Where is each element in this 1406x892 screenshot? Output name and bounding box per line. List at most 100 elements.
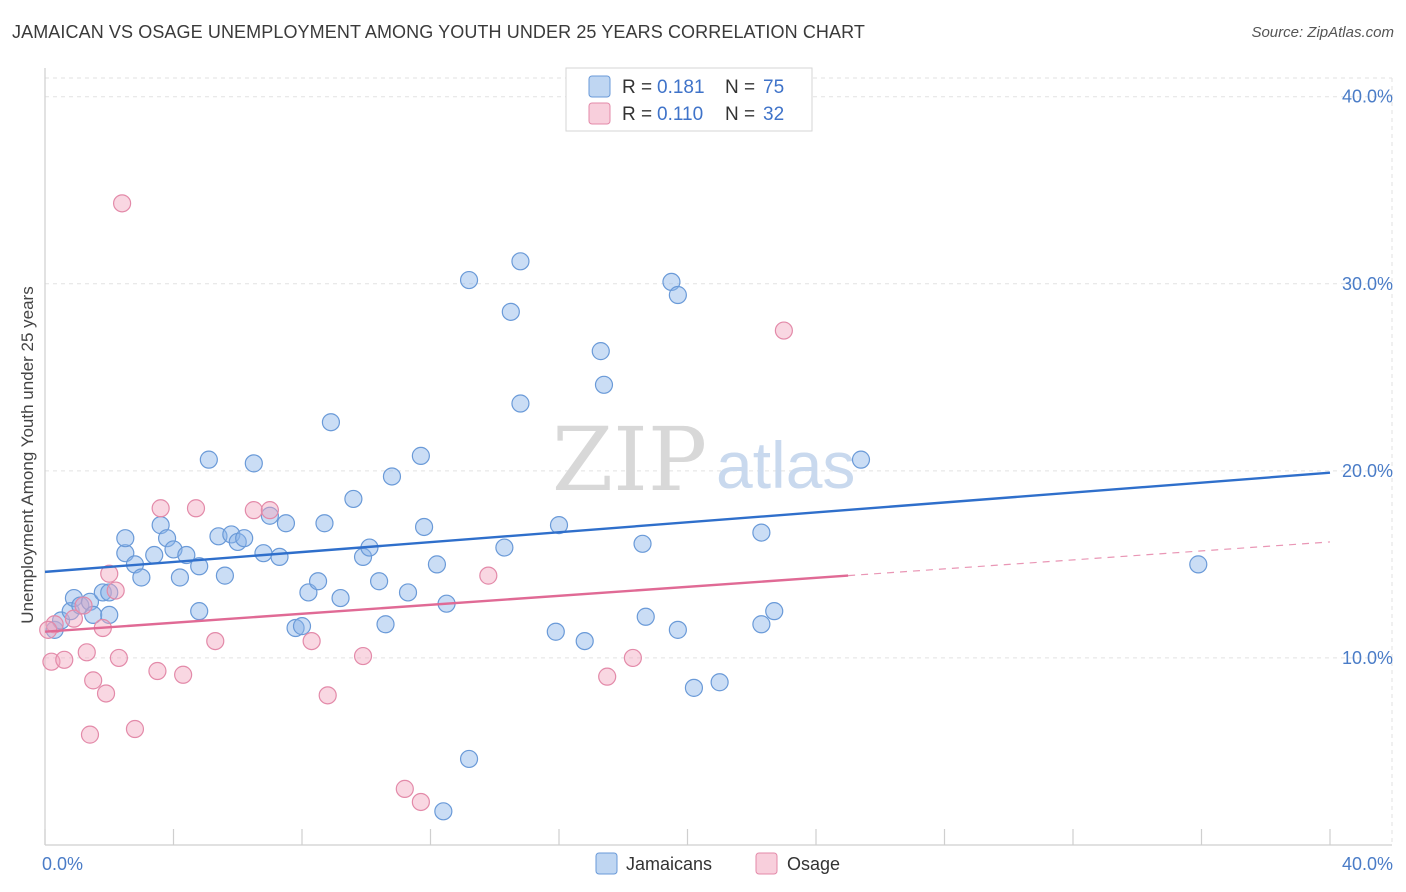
jamaicans-point — [270, 547, 289, 567]
watermark-zip: ZIP — [552, 408, 707, 511]
axes — [44, 68, 1392, 846]
osage-point — [77, 643, 96, 662]
osage-point — [84, 671, 103, 690]
osage-point — [206, 631, 225, 651]
jamaicans-point — [157, 529, 177, 548]
osage-point — [151, 499, 170, 518]
jamaicans-point — [710, 673, 729, 692]
watermark-atlas: atlas — [716, 428, 855, 502]
legend-swatch — [588, 75, 611, 98]
jamaicans-point — [308, 572, 328, 591]
osage-point — [100, 564, 119, 583]
jamaicans-point — [235, 529, 254, 548]
bottom-legend: Jamaicans Osage — [595, 852, 840, 875]
bottom-legend-label: Jamaicans — [626, 854, 712, 874]
jamaicans-point — [260, 506, 279, 525]
jamaicans-point — [594, 375, 614, 394]
jamaicans-point — [668, 620, 687, 639]
jamaicans-point — [116, 529, 135, 548]
legend-swatch — [588, 102, 611, 125]
jamaicans-point — [668, 285, 687, 305]
jamaicans-point — [511, 252, 530, 271]
data-points — [39, 194, 1208, 821]
osage-point — [64, 609, 84, 628]
jamaicans-point — [575, 631, 594, 651]
jamaicans-point — [100, 583, 119, 602]
tick-labels: 10.0% 20.0% 30.0% 40.0% 0.0% 40.0% — [42, 87, 1393, 874]
osage-point — [186, 499, 206, 518]
jamaicans-point — [321, 413, 341, 432]
osage-point — [623, 648, 642, 668]
osage-trend-line — [44, 574, 849, 633]
osage-point — [411, 792, 430, 812]
osage-point — [148, 661, 167, 681]
osage-point — [39, 620, 58, 639]
jamaicans-point — [411, 446, 430, 465]
osage-point — [479, 566, 498, 585]
jamaicans-point — [684, 678, 704, 697]
jamaicans-point — [752, 615, 771, 634]
source-label: Source: ZipAtlas.com — [1251, 24, 1394, 41]
jamaicans-point — [370, 572, 389, 591]
jamaicans-point — [254, 544, 273, 563]
legend-n-label: N = — [725, 77, 755, 98]
legend-r-value: 0.181 — [657, 77, 705, 98]
osage-point — [106, 581, 125, 600]
osage-point — [598, 667, 617, 686]
jamaicans-point — [190, 602, 209, 621]
jamaicans-point — [851, 450, 871, 469]
legend-r-label: R = — [622, 77, 652, 98]
legend-box: R = 0.181 N = 75 R = 0.110 N = 32 — [565, 67, 813, 132]
legend-n-value: 75 — [763, 77, 784, 98]
jamaicans-point — [199, 450, 218, 469]
osage-point — [318, 686, 337, 705]
osage-point — [395, 779, 414, 798]
jamaicans-point — [546, 622, 565, 641]
legend-r-value: 0.110 — [657, 104, 703, 125]
jamaicans-point — [752, 523, 771, 542]
jamaicans-point — [398, 583, 418, 602]
trend-lines — [44, 471, 1331, 633]
legend-n-label: N = — [725, 104, 755, 125]
jamaicans-point — [244, 454, 263, 473]
jamaicans-point — [292, 617, 312, 636]
jamaicans-point — [132, 568, 151, 587]
jamaicans-point — [145, 545, 164, 565]
bottom-legend-label: Osage — [787, 854, 840, 874]
y-tick-label: 10.0% — [1342, 648, 1393, 668]
jamaicans-point — [170, 568, 190, 587]
jamaicans-point — [633, 534, 652, 553]
jamaicans-point — [286, 618, 305, 638]
osage-point — [302, 631, 321, 651]
jamaicans-point — [501, 302, 520, 321]
osage-point — [260, 501, 279, 520]
jamaicans-point — [549, 516, 569, 535]
osage-point — [125, 719, 145, 739]
osage-point — [74, 596, 93, 615]
bottom-legend-swatch — [595, 852, 618, 875]
osage-point — [96, 684, 116, 703]
jamaicans-point — [434, 802, 453, 821]
jamaicans-point — [591, 342, 610, 361]
osage-point — [112, 194, 132, 213]
jamaicans-point — [382, 467, 402, 486]
legend-n-value: 32 — [763, 104, 784, 125]
jamaicans-point — [636, 607, 655, 626]
jamaicans-point — [495, 538, 514, 557]
y-tick-label: 20.0% — [1342, 461, 1393, 481]
jamaicans-point — [427, 555, 447, 574]
jamaicans-point — [765, 602, 784, 621]
jamaicans-point — [331, 588, 350, 608]
jamaicans-point — [511, 394, 530, 413]
jamaicans-point — [177, 545, 196, 565]
osage-point — [174, 665, 193, 684]
y-tick-label: 30.0% — [1342, 274, 1393, 294]
osage-point — [55, 650, 74, 669]
jamaicans-point — [662, 272, 681, 292]
jamaicans-point — [1189, 555, 1208, 574]
osage-trend-extension — [848, 541, 1331, 577]
watermark: ZIP atlas — [552, 408, 855, 511]
jamaicans-point — [190, 557, 209, 576]
osage-point — [109, 648, 128, 668]
